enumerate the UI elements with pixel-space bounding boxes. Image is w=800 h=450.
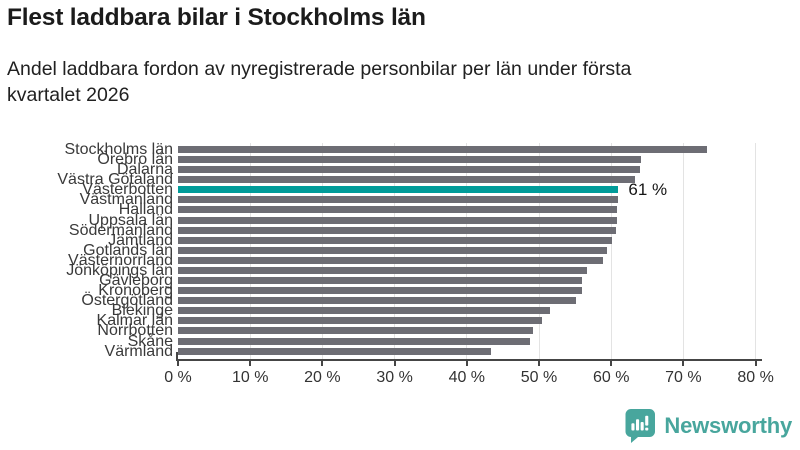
bar-gävleborg — [178, 277, 583, 285]
x-axis-tick-60 — [610, 361, 613, 366]
gridline-60 — [610, 143, 612, 359]
y-axis-label: Gävleborg — [99, 272, 173, 290]
bar-norrbotten — [178, 327, 534, 335]
x-axis-tick-label: 10 % — [231, 369, 269, 386]
bar-södermanland — [178, 226, 617, 234]
x-axis-tick-70 — [682, 361, 685, 366]
y-axis-label: Gotlands län — [83, 241, 173, 259]
y-axis-label: Uppsala län — [88, 211, 174, 229]
y-axis-label: Dalarna — [116, 161, 173, 179]
x-axis-left-cap — [176, 352, 178, 359]
x-axis-tick-label: 70 % — [665, 369, 702, 386]
gridline-80 — [755, 143, 757, 359]
x-axis-tick-label: 40 % — [448, 369, 486, 386]
y-axis-label: Östergötland — [81, 292, 173, 310]
bar-värmland — [178, 347, 492, 355]
x-axis-tick-40 — [465, 361, 468, 366]
bar-dalarna — [178, 166, 641, 174]
y-axis-label: Stockholms län — [64, 141, 174, 158]
y-axis-label: Västernorrland — [68, 251, 173, 269]
gridline-70 — [682, 143, 684, 359]
x-axis-tick-50 — [538, 361, 540, 366]
bar-skåne — [178, 337, 530, 345]
y-axis-label: Jönköpings län — [66, 261, 173, 279]
y-axis-label: Jämtland — [108, 231, 173, 249]
y-axis-label: Södermanland — [68, 221, 173, 239]
newsworthy-logo: Newsworthy — [625, 409, 792, 443]
y-axis-label: Kalmar län — [96, 312, 173, 330]
y-axis-label: Blekinge — [111, 302, 173, 320]
bar-uppsala-län — [178, 216, 617, 224]
highlight-value-label: 61 % — [628, 179, 668, 199]
newsworthy-logo-text: Newsworthy — [664, 413, 792, 438]
chart-subtitle-line1: Andel laddbara fordon av nyregistrerade … — [7, 58, 632, 80]
bar-östergötland — [178, 297, 576, 305]
bar-jönköpings-län — [178, 266, 587, 274]
y-axis-label: Västerbotten — [82, 181, 173, 199]
x-axis-tick-label: 0 % — [164, 369, 192, 386]
bar-blekinge — [178, 307, 550, 315]
bar-stockholms-län — [178, 146, 707, 153]
x-axis-tick-label: 80 % — [737, 369, 774, 386]
bar-västernorrland — [178, 256, 603, 264]
x-axis-line — [176, 359, 762, 361]
y-axis-label: Värmland — [104, 342, 173, 360]
x-axis-tick-20 — [321, 361, 324, 366]
chart-subtitle-line2: kvartalet 2026 — [7, 84, 130, 106]
x-axis-tick-80 — [754, 361, 757, 366]
bar-halland — [178, 206, 617, 214]
x-axis-tick-30 — [393, 361, 396, 366]
y-axis-label: Kronoberg — [98, 282, 173, 300]
bar-västra-götaland — [178, 176, 636, 184]
page-title: Flest laddbara bilar i Stockholms län — [7, 4, 426, 31]
x-axis-tick-10 — [249, 361, 252, 366]
y-axis-label: Västra Götaland — [57, 171, 173, 189]
y-axis-label: Skåne — [127, 332, 173, 350]
bar-kronoberg — [178, 287, 582, 295]
x-axis-tick-label: 50 % — [520, 369, 558, 386]
x-axis-tick-label: 20 % — [304, 369, 341, 386]
bar-västmanland — [178, 196, 618, 204]
x-axis-tick-label: 30 % — [376, 369, 413, 386]
bar-örebro-län — [178, 156, 641, 164]
bar-gotlands-län — [178, 246, 607, 254]
y-axis-label: Örebro län — [97, 151, 173, 169]
y-axis-label: Norrbotten — [97, 322, 173, 340]
x-axis-tick-0 — [177, 361, 179, 366]
y-axis-label: Halland — [118, 201, 173, 219]
bar-chart-speech-bubble-icon — [625, 409, 656, 443]
bar-jämtland — [178, 236, 612, 244]
chart-subtitle: Andel laddbara fordon av nyregistrerade … — [7, 56, 631, 108]
bar-västerbotten — [178, 186, 619, 194]
x-axis-tick-label: 60 % — [592, 369, 630, 386]
y-axis-label: Västmanland — [79, 191, 173, 209]
bar-kalmar-län — [178, 317, 542, 325]
